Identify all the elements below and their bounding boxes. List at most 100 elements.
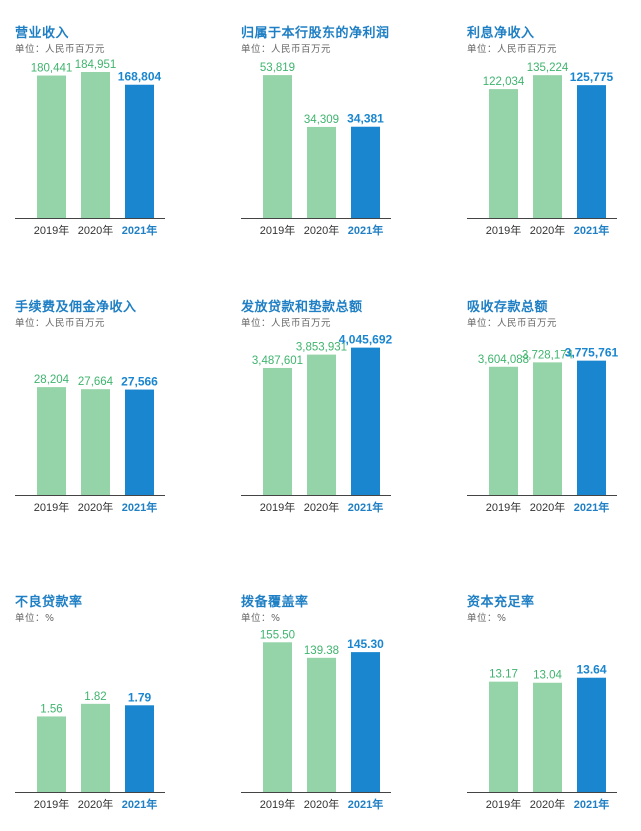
- bar-chart: 155.50 2019年 139.38 2020年 145.30 2021年: [241, 629, 391, 811]
- value-label: 28,204: [34, 374, 70, 386]
- bar-2021年: [125, 705, 154, 792]
- bar-2019年: [37, 75, 66, 219]
- value-label: 1.82: [84, 691, 106, 703]
- bar-2019年: [37, 387, 66, 495]
- value-label: 139.38: [304, 645, 339, 657]
- bar-chart: 3,487,601 2019年 3,853,931 2020年 4,045,692 202…: [241, 333, 393, 514]
- bar-2020年: [307, 354, 336, 495]
- value-label: 1.79: [128, 690, 152, 704]
- chart-title: 利息净收入: [467, 26, 535, 41]
- bar-2021年: [577, 677, 606, 792]
- x-tick-label: 2019年: [486, 797, 521, 811]
- x-tick-label: 2019年: [260, 223, 295, 237]
- chart-panel: 手续费及佣金净收入单位：人民币百万元 28,204 2019年 27,664 2020年…: [15, 296, 205, 536]
- bar-2019年: [37, 716, 66, 792]
- x-tick-label: 2020年: [304, 797, 339, 811]
- bar-2021年: [577, 360, 606, 495]
- x-tick-label: 2021年: [122, 500, 157, 514]
- x-tick-label: 2021年: [348, 797, 383, 811]
- value-label: 122,034: [483, 76, 525, 88]
- bar-2020年: [81, 703, 110, 792]
- chart-title: 手续费及佣金净收入: [15, 300, 137, 315]
- chart-title: 拨备覆盖率: [241, 595, 309, 610]
- x-tick-label: 2019年: [260, 797, 295, 811]
- bar-2020年: [533, 362, 562, 495]
- bar-2021年: [351, 126, 380, 218]
- x-tick-label: 2019年: [34, 500, 69, 514]
- bar-chart: 180,441 2019年 184,951 2020年 168,804 2021年: [15, 59, 165, 237]
- bar-2021年: [125, 389, 154, 495]
- value-label: 1.56: [40, 703, 62, 715]
- chart-panel: 拨备覆盖率单位：% 155.50 2019年 139.38 2020年 145.30 202…: [241, 591, 431, 831]
- value-label: 27,664: [78, 376, 114, 388]
- x-tick-label: 2019年: [34, 223, 69, 237]
- x-tick-label: 2021年: [574, 797, 609, 811]
- chart-panel: 营业收入 单位：人民币百万元 180,441 2019年 184,951 2020年 168…: [15, 22, 205, 262]
- x-tick-label: 2021年: [348, 500, 383, 514]
- bar-chart: 122,034 2019年 135,224 2020年 125,775 2021年: [467, 62, 617, 237]
- bar-2020年: [533, 682, 562, 792]
- value-label: 53,819: [260, 62, 295, 74]
- chart-panel: 不良贷款率 单位：% 1.56 2019年 1.82 2020年 1.79 2021年: [15, 591, 205, 831]
- x-tick-label: 2021年: [348, 223, 383, 237]
- chart-panel: 利息净收入 单位：人民币百万元 122,034 2019年 135,224 2020年 12…: [467, 22, 641, 262]
- value-label: 13.04: [533, 670, 562, 682]
- x-tick-label: 2021年: [574, 500, 609, 514]
- chart-unit: 单位：%: [15, 613, 55, 624]
- x-tick-label: 2019年: [34, 797, 69, 811]
- x-tick-label: 2020年: [78, 223, 113, 237]
- bar-2019年: [263, 367, 292, 495]
- bar-chart: 3,604,088 2019年 3,728,174 2020年 3,775,761 202…: [467, 346, 619, 514]
- chart-unit: 单位：人民币百万元: [15, 318, 106, 329]
- value-label: 145.30: [347, 637, 384, 651]
- bar-2020年: [81, 71, 110, 218]
- value-label: 3,775,761: [565, 346, 619, 360]
- bar-chart: 1.56 2019年 1.82 2020年 1.79 2021年: [15, 690, 165, 811]
- chart-unit: 单位：%: [467, 613, 507, 624]
- chart-unit: 单位：人民币百万元: [15, 44, 106, 55]
- value-label: 13.17: [489, 669, 518, 681]
- chart-unit: 单位：人民币百万元: [467, 318, 558, 329]
- value-label: 155.50: [260, 629, 295, 641]
- x-tick-label: 2020年: [530, 223, 565, 237]
- chart-unit: 单位：人民币百万元: [241, 318, 332, 329]
- bar-2019年: [489, 681, 518, 792]
- bar-2021年: [125, 84, 154, 218]
- bar-2021年: [351, 347, 380, 495]
- value-label: 4,045,692: [339, 333, 393, 347]
- chart-unit: 单位：人民币百万元: [467, 44, 558, 55]
- x-tick-label: 2019年: [486, 223, 521, 237]
- x-tick-label: 2020年: [78, 500, 113, 514]
- value-label: 34,381: [347, 112, 384, 126]
- bar-chart: 28,204 2019年 27,664 2020年 27,566 2021年: [15, 374, 165, 514]
- value-label: 3,604,088: [478, 354, 529, 366]
- chart-unit: 单位：%: [241, 613, 281, 624]
- x-tick-label: 2021年: [574, 223, 609, 237]
- value-label: 168,804: [118, 70, 162, 84]
- value-label: 13.64: [576, 663, 606, 677]
- bar-chart: 13.17 2019年 13.04 2020年 13.64 2021年: [467, 663, 617, 811]
- x-tick-label: 2020年: [530, 797, 565, 811]
- bar-2020年: [307, 657, 336, 792]
- x-tick-label: 2021年: [122, 223, 157, 237]
- value-label: 135,224: [527, 62, 569, 74]
- bar-chart: 53,819 2019年 34,309 2020年 34,381 2021年: [241, 62, 391, 237]
- bar-2020年: [533, 75, 562, 218]
- bar-2019年: [263, 75, 292, 218]
- x-tick-label: 2020年: [304, 223, 339, 237]
- x-tick-label: 2020年: [78, 797, 113, 811]
- chart-panel: 资本充足率单位：% 13.17 2019年 13.04 2020年 13.64 2021年: [467, 591, 641, 831]
- chart-title: 资本充足率: [467, 595, 535, 610]
- chart-panel: 归属于本行股东的净利润 单位：人民币百万元 53,819 2019年 34,309 202…: [241, 22, 431, 262]
- bar-2020年: [307, 126, 336, 218]
- value-label: 3,853,931: [296, 342, 347, 354]
- bar-2019年: [263, 642, 292, 792]
- x-tick-label: 2019年: [260, 500, 295, 514]
- value-label: 3,487,601: [252, 355, 303, 367]
- chart-panel: 吸收存款总额 单位：人民币百万元 3,604,088 2019年 3,728,174 20…: [467, 296, 641, 536]
- x-tick-label: 2020年: [304, 500, 339, 514]
- chart-unit: 单位：人民币百万元: [241, 44, 332, 55]
- bar-2020年: [81, 389, 110, 495]
- bar-2021年: [351, 652, 380, 792]
- chart-title: 营业收入: [15, 26, 70, 41]
